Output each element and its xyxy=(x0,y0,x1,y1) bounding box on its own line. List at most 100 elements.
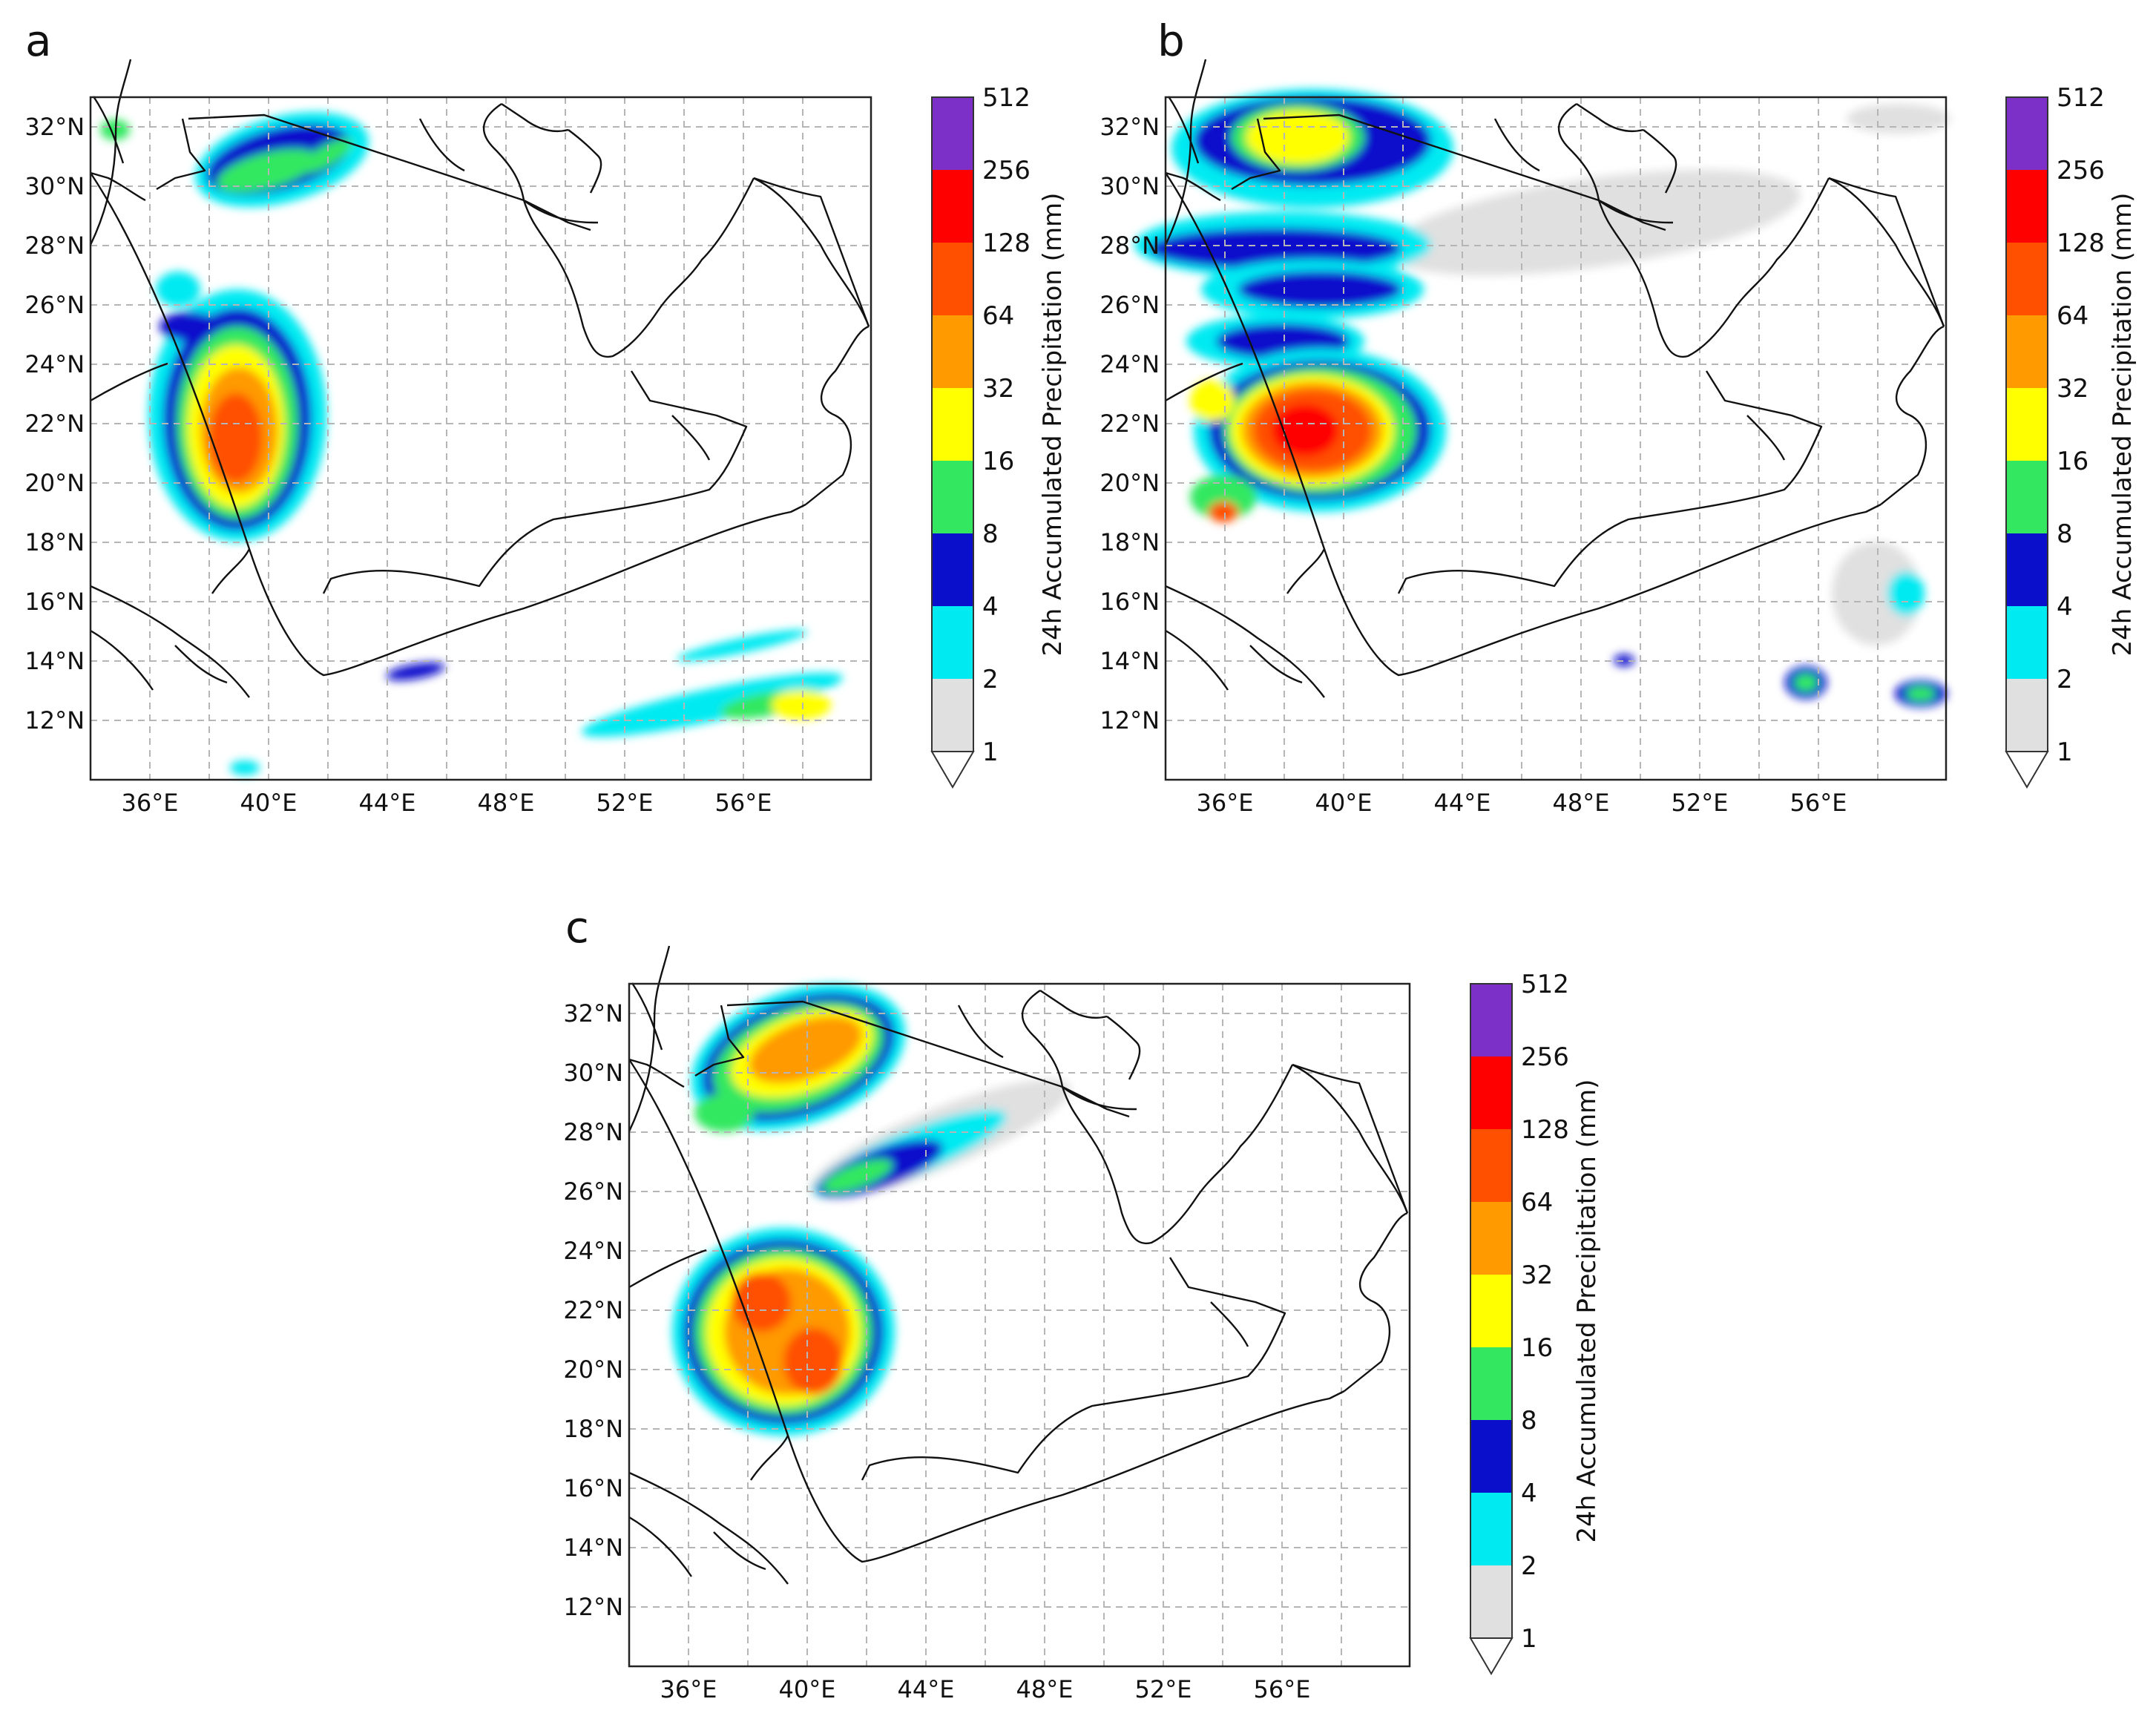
lat-tick-label: 22°N xyxy=(1100,410,1160,438)
colorbar-level: 2 xyxy=(982,665,999,694)
lon-tick-label: 56°E xyxy=(1254,1675,1311,1703)
lat-tick-label: 30°N xyxy=(24,172,85,200)
lat-tick-label: 32°N xyxy=(24,113,85,141)
map-border xyxy=(628,982,1411,1668)
lat-tick-label: 28°N xyxy=(563,1118,623,1146)
lon-tick-label: 44°E xyxy=(898,1675,955,1703)
colorbar-level: 2 xyxy=(2057,665,2073,694)
lat-tick-label: 14°N xyxy=(563,1534,623,1562)
colorbar-level: 128 xyxy=(982,229,1031,258)
lon-tick-label: 56°E xyxy=(1790,789,1847,817)
lat-tick-label: 20°N xyxy=(1100,469,1160,497)
colorbar-level: 8 xyxy=(1521,1406,1537,1436)
lat-tick-labels: 32°N 30°N 28°N 26°N 24°N 22°N 20°N 18°N … xyxy=(563,999,623,1621)
colorbar-level: 8 xyxy=(982,519,999,549)
colorbar-level: 256 xyxy=(982,156,1031,185)
lon-tick-label: 52°E xyxy=(596,789,654,817)
lat-tick-label: 20°N xyxy=(24,469,85,497)
colorbar: 512 256 128 64 32 16 8 4 2 1 24h Accumul… xyxy=(2005,83,2137,789)
colorbar-level: 32 xyxy=(982,374,1014,404)
panel-letter: c xyxy=(565,902,589,953)
lon-tick-label: 40°E xyxy=(779,1675,836,1703)
lon-tick-label: 44°E xyxy=(1434,789,1491,817)
lat-tick-label: 30°N xyxy=(563,1059,623,1087)
colorbar: 512 256 128 64 32 16 8 4 2 1 24h Accumul… xyxy=(1469,970,1602,1675)
colorbar-level: 16 xyxy=(2057,447,2088,476)
colorbar-label: 24h Accumulated Precipitation (mm) xyxy=(1038,193,1068,657)
colorbar-level: 32 xyxy=(2057,374,2088,404)
colorbar-level: 1 xyxy=(2057,737,2073,767)
lat-tick-label: 16°N xyxy=(1100,588,1160,616)
lon-tick-label: 52°E xyxy=(1672,789,1729,817)
colorbar-level: 256 xyxy=(2057,156,2105,185)
colorbar-level: 512 xyxy=(982,83,1031,113)
colorbar-level: 512 xyxy=(1521,970,1569,999)
lon-tick-label: 44°E xyxy=(359,789,416,817)
colorbar-level: 1 xyxy=(1521,1624,1537,1654)
lon-tick-label: 36°E xyxy=(660,1675,717,1703)
lat-tick-label: 22°N xyxy=(24,410,85,438)
lat-tick-label: 18°N xyxy=(24,528,85,556)
precip-field xyxy=(1134,89,1950,707)
lat-tick-label: 24°N xyxy=(563,1237,623,1265)
lat-tick-label: 26°N xyxy=(1100,291,1160,319)
lat-tick-label: 28°N xyxy=(1100,231,1160,260)
lat-tick-label: 28°N xyxy=(24,231,85,260)
lon-tick-label: 48°E xyxy=(478,789,535,817)
colorbar-level: 64 xyxy=(1521,1188,1553,1217)
lon-tick-label: 52°E xyxy=(1135,1675,1192,1703)
colorbar-level: 1 xyxy=(982,737,999,767)
lat-tick-labels: 32°N 30°N 28°N 26°N 24°N 22°N 20°N 18°N … xyxy=(24,113,85,734)
colorbar-label: 24h Accumulated Precipitation (mm) xyxy=(2108,193,2137,657)
lat-tick-label: 14°N xyxy=(24,647,85,675)
lat-tick-label: 16°N xyxy=(24,588,85,616)
lat-tick-label: 30°N xyxy=(1100,172,1160,200)
colorbar-level: 64 xyxy=(982,301,1014,331)
colorbar-level: 128 xyxy=(1521,1115,1569,1145)
colorbar-level: 16 xyxy=(982,447,1014,476)
lat-tick-label: 32°N xyxy=(1100,113,1160,141)
lat-tick-label: 12°N xyxy=(563,1593,623,1621)
colorbar-level: 128 xyxy=(2057,229,2105,258)
lat-tick-label: 12°N xyxy=(1100,706,1160,734)
colorbar-level: 2 xyxy=(1521,1551,1537,1581)
lon-tick-label: 56°E xyxy=(715,789,772,817)
colorbar-level: 256 xyxy=(1521,1042,1569,1072)
panel-letter: a xyxy=(25,16,52,66)
colorbar: 512 256 128 64 32 16 8 4 2 1 24h Accumul… xyxy=(930,83,1068,789)
colorbar-level: 64 xyxy=(2057,301,2088,331)
colorbar-level: 4 xyxy=(2057,592,2073,622)
panel-b: b xyxy=(1100,16,2137,817)
colorbar-level: 16 xyxy=(1521,1333,1553,1363)
lat-tick-label: 18°N xyxy=(1100,528,1160,556)
map-border xyxy=(1164,96,1948,781)
lon-tick-labels: 36°E 40°E 44°E 48°E 52°E 56°E xyxy=(660,1675,1311,1703)
panel-letter: b xyxy=(1157,16,1185,66)
lat-tick-label: 26°N xyxy=(563,1177,623,1206)
colorbar-level: 8 xyxy=(2057,519,2073,549)
lat-tick-label: 18°N xyxy=(563,1415,623,1443)
map-border xyxy=(89,96,872,781)
lat-tick-label: 24°N xyxy=(24,350,85,378)
lat-tick-label: 22°N xyxy=(563,1296,623,1324)
lon-tick-label: 36°E xyxy=(122,789,179,817)
colorbar-level: 512 xyxy=(2057,83,2105,113)
lat-tick-label: 32°N xyxy=(563,999,623,1028)
lat-tick-label: 24°N xyxy=(1100,350,1160,378)
colorbar-label: 24h Accumulated Precipitation (mm) xyxy=(1572,1079,1602,1543)
lon-tick-label: 48°E xyxy=(1553,789,1610,817)
lat-tick-labels: 32°N 30°N 28°N 26°N 24°N 22°N 20°N 18°N … xyxy=(1100,113,1160,734)
panel-a: a xyxy=(24,16,1068,817)
lon-tick-label: 40°E xyxy=(240,789,298,817)
lon-tick-label: 40°E xyxy=(1315,789,1373,817)
panel-c: c xyxy=(563,902,1602,1703)
lat-tick-label: 20°N xyxy=(563,1355,623,1384)
colorbar-level: 32 xyxy=(1521,1261,1553,1290)
lon-tick-labels: 36°E 40°E 44°E 48°E 52°E 56°E xyxy=(122,789,772,817)
precip-field xyxy=(672,984,1071,1436)
colorbar-level: 4 xyxy=(1521,1479,1537,1508)
colorbar-level: 4 xyxy=(982,592,999,622)
lat-tick-label: 26°N xyxy=(24,291,85,319)
lon-tick-label: 36°E xyxy=(1197,789,1254,817)
